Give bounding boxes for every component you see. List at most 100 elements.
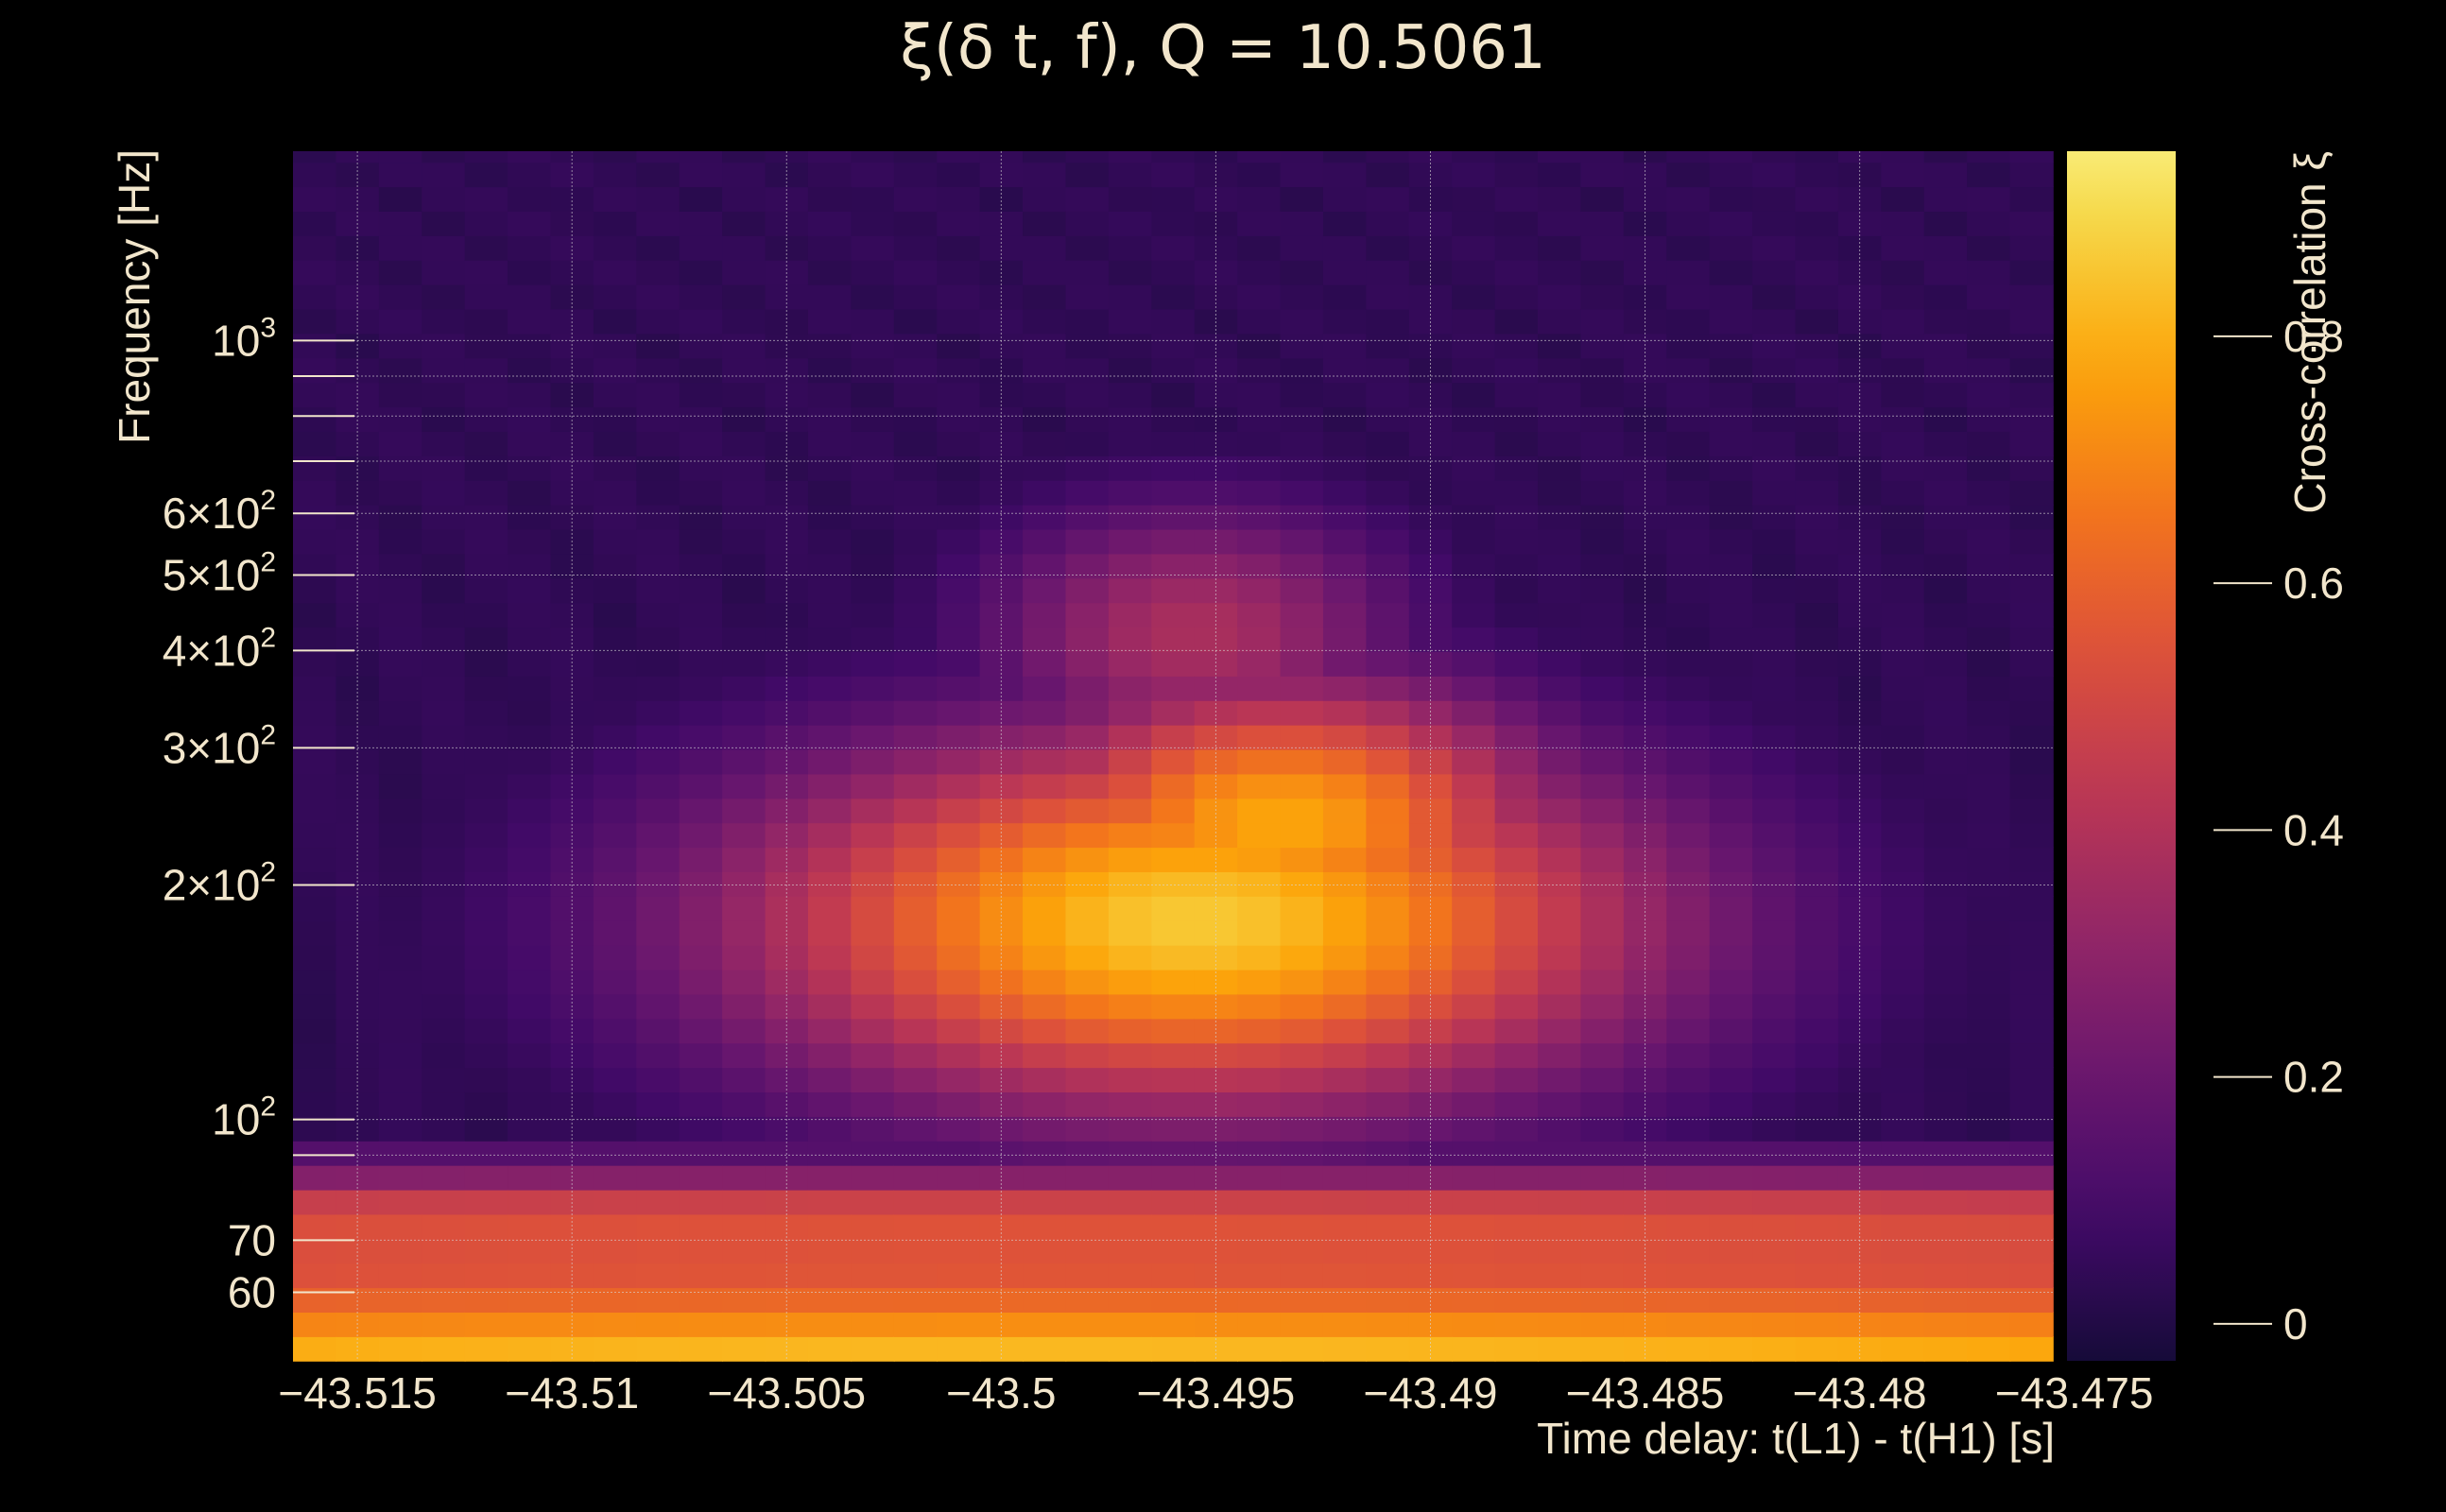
- heatmap-cell: [1709, 1263, 1753, 1289]
- heatmap-cell: [1366, 1140, 1410, 1166]
- heatmap-cell: [937, 186, 981, 212]
- heatmap-cell: [1452, 798, 1496, 824]
- heatmap-cell: [1538, 1263, 1582, 1289]
- heatmap-cell: [1666, 748, 1711, 775]
- heatmap-cell: [1752, 919, 1797, 946]
- heatmap-cell: [1494, 259, 1539, 285]
- heatmap-cell: [1151, 1067, 1196, 1093]
- heatmap-cell: [1795, 553, 1839, 579]
- heatmap-cell: [893, 504, 939, 530]
- heatmap-cell: [1923, 699, 1968, 726]
- heatmap-cell: [1322, 1263, 1368, 1289]
- heatmap-cell: [293, 211, 337, 236]
- heatmap-cell: [1151, 284, 1196, 310]
- heatmap-cell: [1366, 1312, 1410, 1337]
- heatmap-cell: [1151, 308, 1196, 335]
- heatmap-cell: [1881, 1042, 1925, 1069]
- heatmap-cell: [893, 871, 939, 897]
- heatmap-cell: [893, 151, 939, 163]
- heatmap-cell: [293, 1164, 337, 1191]
- heatmap-cell: [1967, 969, 2011, 995]
- heatmap-cell: [1108, 748, 1153, 775]
- heatmap-cell: [1967, 773, 2011, 799]
- heatmap-cell: [1237, 1067, 1282, 1093]
- heatmap-cell: [1795, 651, 1839, 677]
- heatmap-cell: [937, 676, 981, 701]
- heatmap-cell: [1023, 1189, 1067, 1215]
- heatmap-cell: [464, 798, 508, 824]
- heatmap-cell: [293, 406, 337, 432]
- heatmap-cell: [1580, 699, 1625, 726]
- heatmap-cell: [1795, 1018, 1839, 1044]
- heatmap-cell: [1023, 1018, 1067, 1044]
- heatmap-cell: [807, 528, 853, 555]
- heatmap-cell: [1366, 308, 1410, 335]
- heatmap-cell: [1538, 993, 1582, 1020]
- heatmap-cell: [636, 602, 680, 628]
- heatmap-cell: [1795, 1336, 1839, 1362]
- heatmap-cell: [807, 896, 853, 921]
- heatmap-cell: [1452, 1213, 1496, 1240]
- heatmap-cell: [508, 382, 552, 408]
- heatmap-cell: [851, 651, 895, 677]
- heatmap-cell: [722, 333, 767, 359]
- heatmap-cell: [1709, 724, 1753, 750]
- heatmap-cell: [422, 235, 466, 261]
- heatmap-cell: [1666, 993, 1711, 1020]
- heatmap-cell: [1108, 724, 1153, 750]
- heatmap-cell: [1580, 748, 1625, 775]
- heatmap-cell: [293, 993, 337, 1020]
- heatmap-cell: [1408, 553, 1453, 579]
- heatmap-cell: [851, 479, 895, 506]
- heatmap-cell: [937, 284, 981, 310]
- heatmap-cell: [1452, 479, 1496, 506]
- heatmap-cell: [378, 919, 423, 946]
- heatmap-cell: [1151, 1018, 1196, 1044]
- heatmap-cell: [1151, 235, 1196, 261]
- heatmap-cell: [1967, 455, 2011, 481]
- heatmap-cell: [422, 211, 466, 236]
- heatmap-cell: [851, 1067, 895, 1093]
- heatmap-cell: [464, 211, 508, 236]
- heatmap-cell: [1366, 186, 1410, 212]
- heatmap-cell: [1108, 1067, 1153, 1093]
- heatmap-cell: [1967, 699, 2011, 726]
- heatmap-cell: [1752, 553, 1797, 579]
- heatmap-cell: [807, 748, 853, 775]
- heatmap-cell: [293, 528, 337, 555]
- heatmap-cell: [1795, 944, 1839, 971]
- heatmap-cell: [937, 1213, 981, 1240]
- heatmap-cell: [508, 284, 552, 310]
- heatmap-cell: [1967, 1116, 2011, 1142]
- heatmap-cell: [1666, 1263, 1711, 1289]
- heatmap-cell: [1967, 151, 2011, 163]
- heatmap-cell: [1752, 798, 1797, 824]
- heatmap-cell: [636, 1263, 680, 1289]
- heatmap-cell: [293, 455, 337, 481]
- heatmap-cell: [1881, 676, 1925, 701]
- heatmap-cell: [1666, 577, 1711, 604]
- heatmap-cell: [1108, 1018, 1153, 1044]
- heatmap-cell: [1023, 235, 1067, 261]
- heatmap-cell: [1923, 406, 1968, 432]
- heatmap-cell: [378, 186, 423, 212]
- heatmap-cell: [1494, 1164, 1539, 1191]
- heatmap-cell: [851, 748, 895, 775]
- heatmap-cell: [851, 1263, 895, 1289]
- heatmap-cell: [1023, 993, 1067, 1020]
- heatmap-cell: [464, 162, 508, 188]
- heatmap-cell: [1923, 1213, 1968, 1240]
- heatmap-cell: [1237, 748, 1282, 775]
- heatmap-cell: [293, 284, 337, 310]
- heatmap-cell: [464, 186, 508, 212]
- heatmap-cell: [378, 455, 423, 481]
- heatmap-cell: [1452, 773, 1496, 799]
- heatmap-cell: [293, 1091, 337, 1117]
- heatmap-cell: [1795, 1238, 1839, 1264]
- heatmap-cell: [593, 944, 638, 971]
- heatmap-cell: [1752, 896, 1797, 921]
- heatmap-cell: [508, 847, 552, 872]
- heatmap-cell: [722, 162, 767, 188]
- heatmap-cell: [464, 847, 508, 872]
- heatmap-cell: [1366, 627, 1410, 652]
